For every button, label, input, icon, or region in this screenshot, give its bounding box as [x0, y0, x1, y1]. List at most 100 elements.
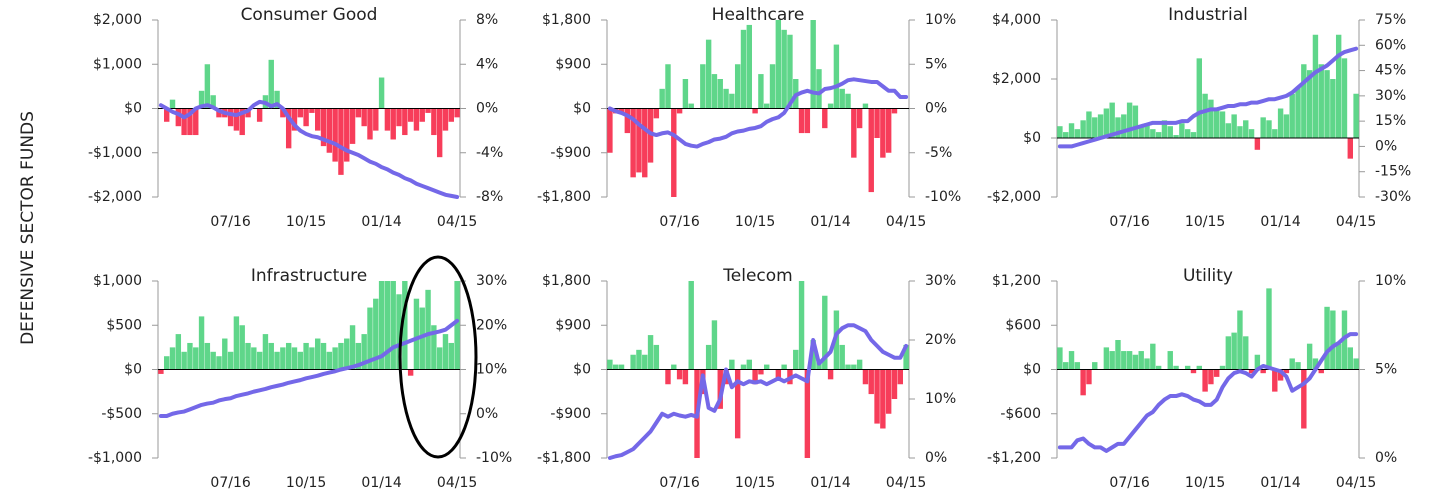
- bar: [775, 20, 782, 109]
- bar: [227, 108, 234, 127]
- bar: [245, 108, 251, 118]
- bar: [711, 320, 718, 370]
- bar: [1243, 336, 1249, 370]
- bar: [1063, 362, 1069, 370]
- bar: [1202, 93, 1208, 138]
- bar: [827, 369, 834, 380]
- bar: [390, 281, 396, 370]
- bar: [1109, 102, 1115, 138]
- bar: [729, 93, 735, 109]
- bar: [216, 356, 222, 370]
- bar: [1126, 102, 1133, 138]
- x-tick-label: 04/15: [437, 214, 477, 230]
- bar: [1173, 135, 1179, 138]
- bar: [1121, 114, 1127, 138]
- bar: [285, 108, 292, 149]
- bar: [688, 281, 694, 370]
- bar: [1306, 343, 1313, 370]
- bar: [1266, 120, 1272, 138]
- y2-tick-label: 0%: [476, 101, 498, 117]
- bar: [1115, 117, 1121, 138]
- bar: [320, 108, 327, 147]
- bar: [1126, 351, 1133, 370]
- bar: [291, 108, 298, 131]
- bar: [1312, 34, 1319, 138]
- bar: [431, 108, 437, 136]
- bar: [891, 369, 898, 399]
- y-tick-label: $900: [555, 56, 591, 72]
- bar: [740, 29, 747, 109]
- bar: [1318, 64, 1324, 138]
- y-tick-label: -$1,800: [537, 450, 591, 466]
- bar: [204, 64, 211, 109]
- bar: [448, 342, 454, 370]
- bar: [793, 349, 799, 370]
- bar: [1109, 351, 1115, 370]
- x-tick-label: 04/15: [1336, 475, 1376, 491]
- bar: [361, 108, 367, 127]
- bar: [624, 108, 631, 134]
- y-tick-label: $1,800: [542, 273, 591, 289]
- bar: [1260, 117, 1266, 138]
- y2-tick-label: 0%: [1375, 450, 1397, 466]
- bar: [758, 74, 764, 109]
- bar: [839, 88, 845, 109]
- bar: [1080, 369, 1086, 396]
- x-tick-label: 07/16: [1109, 475, 1149, 491]
- bar: [868, 108, 874, 193]
- bar: [804, 369, 811, 458]
- bar: [1179, 123, 1185, 138]
- bar: [758, 369, 764, 375]
- bar: [419, 108, 425, 122]
- bar: [874, 369, 880, 424]
- y2-tick-label: 45%: [1375, 63, 1406, 79]
- bar: [442, 108, 449, 131]
- line: [607, 77, 909, 149]
- y-tick-label: $0: [573, 362, 591, 378]
- bar: [233, 316, 240, 370]
- x-tick-label: 10/15: [735, 214, 775, 230]
- bar: [1295, 362, 1301, 370]
- bar: [367, 108, 373, 140]
- bar: [885, 369, 892, 414]
- chart-title: Utility: [1183, 266, 1233, 286]
- x-tick-label: 10/15: [1185, 475, 1225, 491]
- y-tick-label: -$1,000: [88, 145, 142, 161]
- y-tick-label: $0: [124, 362, 142, 378]
- bar: [407, 369, 414, 376]
- bar: [734, 369, 741, 439]
- bar: [448, 108, 454, 122]
- bar: [1283, 369, 1290, 374]
- bar: [419, 307, 425, 370]
- bar: [407, 108, 414, 122]
- bar: [280, 108, 286, 118]
- bar: [723, 88, 729, 109]
- bar: [431, 325, 437, 370]
- bar: [1190, 369, 1197, 374]
- line: [1057, 332, 1359, 453]
- y2-tick-label: -10%: [476, 450, 512, 466]
- bar: [297, 108, 303, 118]
- bar: [326, 108, 333, 153]
- line: [158, 318, 460, 418]
- bar: [291, 347, 298, 370]
- bar: [618, 364, 625, 370]
- bar: [851, 108, 857, 158]
- bar: [1184, 129, 1191, 138]
- bar: [181, 351, 187, 370]
- bar: [355, 108, 362, 118]
- bar: [187, 108, 193, 136]
- bar: [1167, 126, 1173, 138]
- bar: [164, 108, 170, 122]
- x-tick-label: 04/15: [1336, 214, 1376, 230]
- bar: [729, 359, 735, 370]
- chart-title: Healthcare: [712, 5, 805, 25]
- bar: [1353, 358, 1359, 370]
- bar: [705, 39, 712, 109]
- bar: [297, 351, 303, 370]
- bar: [1138, 351, 1144, 370]
- bar: [764, 103, 770, 109]
- bar: [1324, 70, 1330, 138]
- bar: [309, 108, 315, 113]
- bar: [1057, 347, 1063, 370]
